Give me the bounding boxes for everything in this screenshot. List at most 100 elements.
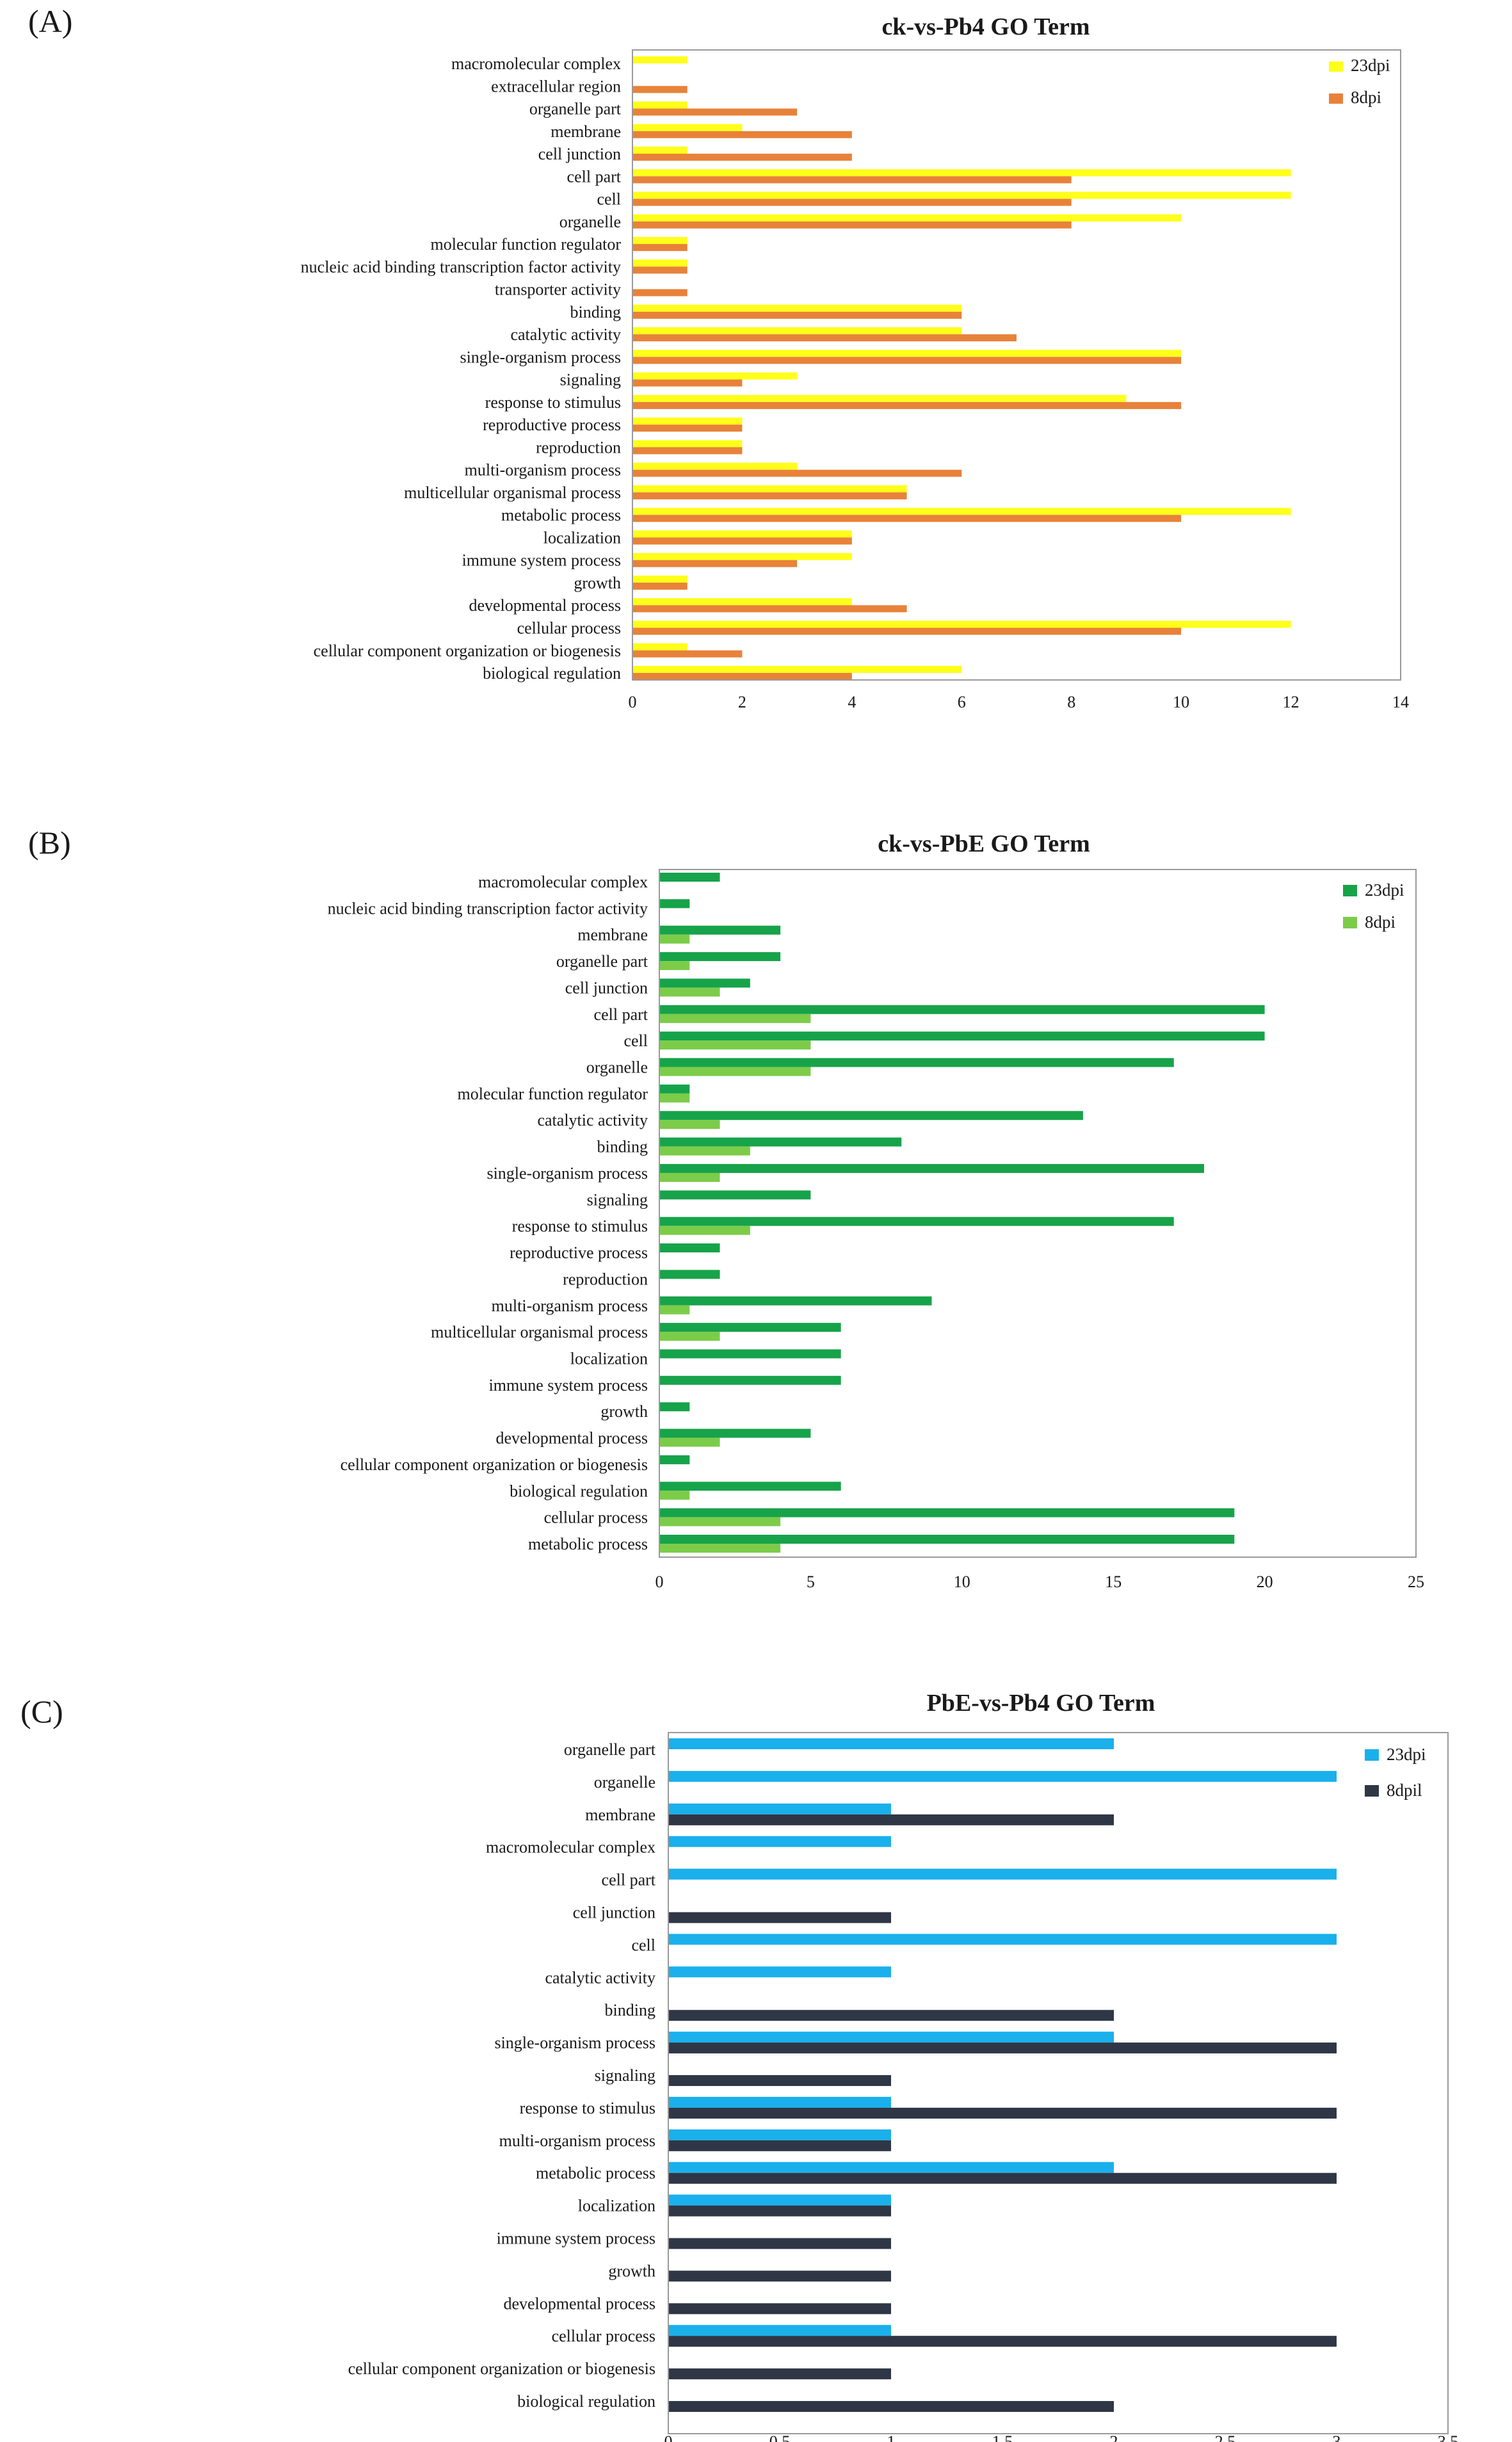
panel-c-bar-23dpi: [668, 1934, 1337, 1945]
panel-c-category-label: cell: [631, 1936, 655, 1954]
panel-a-bar-8dpi: [632, 650, 743, 658]
panel-a-bar-23dpi: [632, 508, 1291, 515]
panel-b-bar-8dpi: [659, 934, 690, 944]
panel-c-category-label: binding: [605, 2001, 655, 2019]
panel-c-category-label: response to stimulus: [520, 2099, 655, 2117]
panel-c-category-label: single-organism process: [494, 2034, 655, 2052]
panel-a-legend: 23dpi 8dpi: [1329, 56, 1390, 107]
panel-b-bar-23dpi: [659, 1402, 690, 1412]
panel-c-category-label: signaling: [595, 2066, 655, 2085]
panel-b-go-chart: (B) ck-vs-PbE GO Term macromolecular com…: [28, 825, 1424, 1591]
panel-b-category-label: cell: [623, 1031, 648, 1050]
panel-b-category-label: reproductive process: [510, 1243, 648, 1262]
panel-b-category-label: growth: [600, 1402, 648, 1421]
panel-a-bar-23dpi: [632, 304, 962, 312]
panel-a-bar-8dpi: [632, 86, 688, 93]
panel-a-x-tick-label: 2: [738, 693, 746, 711]
panel-b-category-label: response to stimulus: [512, 1217, 648, 1236]
panel-b-bar-23dpi: [659, 1031, 1265, 1041]
panel-b-category-label: macromolecular complex: [478, 873, 648, 891]
panel-c-bar-23dpi: [668, 2096, 891, 2108]
panel-a-category-label: developmental process: [469, 596, 621, 615]
panel-c-legend-label: 8dpil: [1387, 1781, 1422, 1800]
panel-c-title: PbE-vs-Pb4 GO Term: [927, 1690, 1155, 1717]
panel-b-bar-23dpi: [659, 952, 781, 962]
panel-c-category-label: developmental process: [503, 2294, 655, 2313]
panel-b-bar-23dpi: [659, 1005, 1265, 1014]
panel-c-plot-frame: [668, 1732, 1449, 2434]
panel-a-category-label: single-organism process: [460, 348, 621, 366]
panel-b-category-label: molecular function regulator: [458, 1085, 648, 1103]
panel-b-bar-23dpi: [659, 1455, 690, 1464]
panel-c-x-tick-label: 2: [1110, 2432, 1118, 2442]
panel-b-category-label: metabolic process: [528, 1535, 648, 1553]
panel-c-x-tick-label: 3: [1333, 2432, 1341, 2442]
panel-c-x-axis: 0 0.5 1 1.5 2 2.5 3 3.5: [664, 2432, 1459, 2442]
panel-a-bar-23dpi: [632, 666, 962, 674]
panel-a-bar-23dpi: [632, 259, 688, 267]
panel-a-category-label: growth: [574, 574, 621, 592]
panel-b-category-label: developmental process: [495, 1429, 648, 1448]
panel-a-bar-23dpi: [632, 553, 852, 560]
panel-c-category-label: catalytic activity: [545, 1968, 655, 1987]
panel-c-bar-23dpi: [668, 1738, 1114, 1749]
panel-a-bar-8dpi: [632, 198, 1072, 206]
panel-b-legend-label: 8dpi: [1365, 912, 1395, 932]
panel-b-bar-23dpi: [659, 1243, 720, 1253]
panel-b-category-label: membrane: [577, 926, 648, 944]
panel-a-bar-23dpi: [632, 462, 798, 470]
panel-c-bar-8dpil: [668, 2042, 1337, 2054]
panel-b-category-label: reproduction: [563, 1270, 648, 1288]
panel-b-bar-23dpi: [659, 1190, 811, 1200]
panel-b-bar-23dpi: [659, 1349, 841, 1359]
panel-a-legend-label: 8dpi: [1351, 88, 1381, 107]
panel-c-go-chart: (C) PbE-vs-Pb4 GO Term organelle partorg…: [20, 1690, 1458, 2442]
panel-b-bar-23dpi: [659, 1296, 932, 1306]
panel-b-legend-swatch-8dpi: [1343, 917, 1357, 928]
panel-c-bar-23dpi: [668, 1868, 1337, 1880]
panel-a-bar-23dpi: [632, 147, 688, 154]
panel-a-bar-23dpi: [632, 169, 1291, 177]
panel-a-bar-8dpi: [632, 334, 1017, 342]
panel-a-bar-8dpi: [632, 560, 798, 567]
panel-c-bar-23dpi: [668, 1770, 1337, 1782]
panel-a-bar-23dpi: [632, 530, 852, 538]
panel-c-bar-23dpi: [668, 1836, 891, 1847]
panel-b-bar-23dpi: [659, 1535, 1235, 1544]
panel-b-x-tick-label: 0: [655, 1573, 664, 1591]
panel-a-title: ck-vs-Pb4 GO Term: [881, 13, 1090, 40]
panel-a-category-label: cellular component organization or bioge…: [314, 642, 621, 660]
panel-b-category-label: catalytic activity: [537, 1111, 648, 1129]
panel-b-legend-label: 23dpi: [1365, 880, 1404, 900]
panel-a-category-label: organelle: [559, 213, 621, 231]
panel-a-x-tick-label: 14: [1392, 693, 1409, 711]
panel-a-bar-8dpi: [632, 244, 688, 252]
panel-a-bar-23dpi: [632, 598, 852, 606]
panel-a-bar-8dpi: [632, 605, 907, 613]
panel-a-bar-8dpi: [632, 176, 1072, 184]
panel-b-bar-23dpi: [659, 873, 720, 882]
panel-b-x-tick-label: 15: [1105, 1573, 1122, 1591]
panel-b-bar-23dpi: [659, 1137, 902, 1147]
panel-a-bar-8dpi: [632, 357, 1182, 364]
panel-b-bar-23dpi: [659, 978, 750, 988]
panel-b-bar-8dpi: [659, 1332, 720, 1341]
panel-a-bars: [632, 56, 1291, 681]
panel-a-category-label: metabolic process: [501, 506, 621, 524]
panel-c-category-label: membrane: [585, 1806, 655, 1824]
panel-c-bar-23dpi: [668, 2325, 891, 2336]
panel-a-x-tick-label: 0: [629, 693, 637, 711]
panel-a-bar-8dpi: [632, 492, 907, 499]
panel-b-bar-23dpi: [659, 1508, 1235, 1517]
panel-b-category-label: organelle: [586, 1058, 648, 1077]
panel-b-bar-8dpi: [659, 1491, 690, 1500]
panel-a-category-label: multicellular organismal process: [404, 483, 621, 502]
panel-a-bar-23dpi: [632, 575, 688, 583]
panel-a-category-label: reproduction: [536, 438, 621, 457]
panel-a-bar-23dpi: [632, 350, 1182, 357]
panel-b-bar-23dpi: [659, 1058, 1174, 1067]
panel-a-bar-8dpi: [632, 515, 1182, 522]
panel-c-x-tick-label: 0: [664, 2432, 673, 2442]
panel-b-bars: [659, 873, 1265, 1553]
